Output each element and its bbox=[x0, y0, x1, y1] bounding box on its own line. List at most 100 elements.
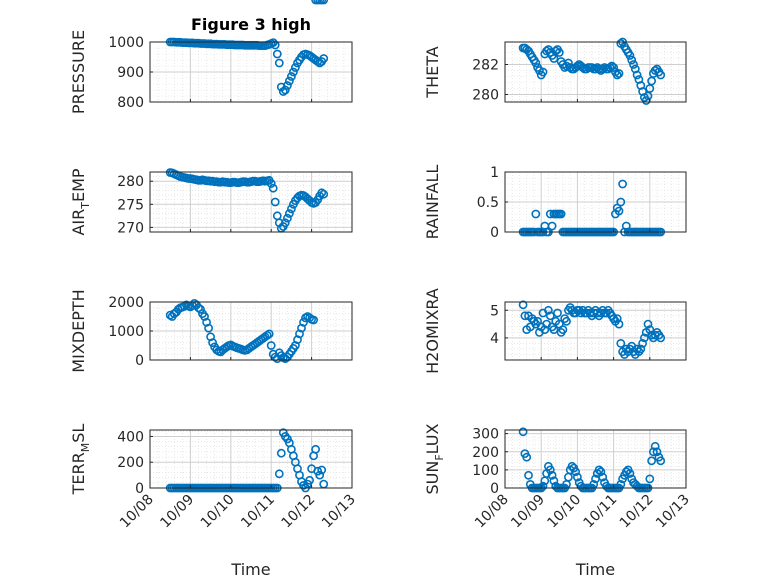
data-point bbox=[524, 470, 533, 480]
data-point bbox=[522, 452, 532, 462]
data-point bbox=[305, 475, 314, 485]
y-axis-label: AIRTEMP bbox=[69, 168, 92, 235]
y-tick-label: 0 bbox=[490, 481, 499, 497]
axes-box bbox=[504, 429, 687, 489]
data-point bbox=[547, 221, 557, 231]
x-tick-label: 10/11 bbox=[238, 492, 278, 532]
data-point bbox=[544, 305, 553, 315]
y-axis-label-main: SUN bbox=[423, 461, 442, 495]
data-point bbox=[540, 325, 550, 334]
data-point bbox=[545, 311, 555, 321]
data-point bbox=[638, 338, 647, 348]
y-tick-label: 280 bbox=[472, 88, 499, 104]
y-axis-label: SUNFLUX bbox=[423, 423, 446, 494]
data-point bbox=[647, 456, 656, 466]
data-point bbox=[614, 69, 624, 78]
y-axis-label-rest: SL bbox=[69, 424, 88, 443]
data-point bbox=[573, 472, 582, 482]
axes-background bbox=[150, 430, 352, 488]
data-point bbox=[645, 474, 655, 484]
panel-air_temp: 270 275 280 AIRTEMP bbox=[69, 168, 353, 236]
y-axis-label: RAINFALL bbox=[423, 165, 442, 240]
x-axis-label: Time bbox=[230, 560, 270, 579]
data-point bbox=[280, 218, 290, 228]
series-pressure bbox=[165, 37, 329, 96]
panel-theta: 280 282 THETA bbox=[423, 37, 687, 105]
y-tick-label: 4 bbox=[490, 331, 499, 347]
y-axis-label-rest: LUX bbox=[423, 423, 442, 454]
y-tick-label: 200 bbox=[117, 455, 144, 471]
data-point bbox=[538, 481, 548, 491]
x-tick-label: 10/08 bbox=[472, 492, 512, 532]
x-tick-label: 10/10 bbox=[544, 492, 584, 532]
data-point bbox=[649, 447, 658, 457]
data-point bbox=[616, 197, 626, 207]
data-point bbox=[640, 333, 649, 343]
y-tick-label: 0.5 bbox=[477, 195, 499, 211]
data-point bbox=[266, 341, 276, 350]
data-point bbox=[282, 81, 292, 90]
data-point bbox=[531, 209, 541, 219]
data-point bbox=[549, 476, 559, 486]
data-point bbox=[618, 179, 627, 189]
data-point bbox=[562, 316, 571, 326]
data-point bbox=[625, 51, 635, 60]
data-point bbox=[319, 189, 329, 199]
data-point bbox=[286, 72, 296, 81]
data-point bbox=[286, 204, 296, 214]
y-tick-label: 282 bbox=[472, 58, 499, 74]
y-axis-label-main: TERR bbox=[69, 452, 88, 495]
data-point bbox=[278, 87, 288, 96]
y-axis-label-rest: EMP bbox=[69, 168, 88, 202]
y-tick-label: 5 bbox=[490, 303, 499, 319]
y-tick-label: 800 bbox=[117, 95, 144, 111]
data-point bbox=[264, 329, 274, 339]
series-theta bbox=[518, 37, 666, 105]
data-point bbox=[656, 70, 666, 80]
panel-pressure: 800 900 1000 PRESSURE bbox=[69, 30, 353, 114]
data-point bbox=[545, 465, 555, 475]
x-tick-label: 10/10 bbox=[198, 492, 238, 532]
series-air_temp bbox=[165, 168, 329, 233]
data-point bbox=[643, 319, 653, 329]
panel-rainfall: 0 0.5 1 RAINFALL bbox=[423, 165, 687, 241]
x-tick-label: 10/09 bbox=[508, 492, 548, 532]
panel-mixdepth: 0 1000 2000 MIXDEPTH bbox=[69, 0, 353, 373]
data-point bbox=[208, 338, 217, 347]
data-point bbox=[614, 319, 624, 329]
data-point bbox=[549, 325, 559, 334]
x-tick-label: 10/13 bbox=[319, 492, 359, 532]
y-axis-label: THETA bbox=[423, 46, 442, 98]
x-axis-label: Time bbox=[575, 560, 615, 579]
y-tick-label: 280 bbox=[117, 174, 144, 190]
data-point bbox=[288, 67, 298, 77]
data-point bbox=[612, 314, 622, 323]
data-point bbox=[274, 469, 284, 479]
panel-h2omixra: 4 5 H2OMIXRA bbox=[423, 288, 687, 374]
x-tick-label: 10/09 bbox=[157, 492, 197, 532]
y-axis-label-subscript: F bbox=[433, 454, 446, 460]
data-point bbox=[311, 444, 320, 454]
data-point bbox=[270, 40, 280, 50]
y-tick-label: 200 bbox=[472, 445, 499, 461]
data-point bbox=[284, 76, 294, 86]
y-tick-label: 300 bbox=[472, 427, 499, 443]
data-point bbox=[270, 197, 280, 207]
data-point bbox=[554, 48, 564, 57]
y-axis-label: H2OMIXRA bbox=[423, 288, 442, 374]
panel-terr_msl: 0 200 400 10/08 10/09 10/10 10/11 10/12 10/13 Tim… bbox=[69, 424, 359, 579]
data-point bbox=[629, 60, 638, 69]
y-tick-label: 1000 bbox=[108, 35, 144, 51]
y-tick-label: 0 bbox=[135, 481, 144, 497]
data-point bbox=[558, 325, 568, 334]
data-point bbox=[284, 209, 294, 218]
y-tick-label: 275 bbox=[117, 197, 144, 213]
data-point bbox=[204, 323, 213, 333]
data-point bbox=[518, 300, 528, 310]
data-point bbox=[520, 311, 530, 321]
y-tick-label: 400 bbox=[117, 429, 144, 445]
x-tick-label: 10/12 bbox=[279, 492, 319, 532]
data-point bbox=[262, 330, 272, 340]
data-point bbox=[299, 317, 308, 327]
